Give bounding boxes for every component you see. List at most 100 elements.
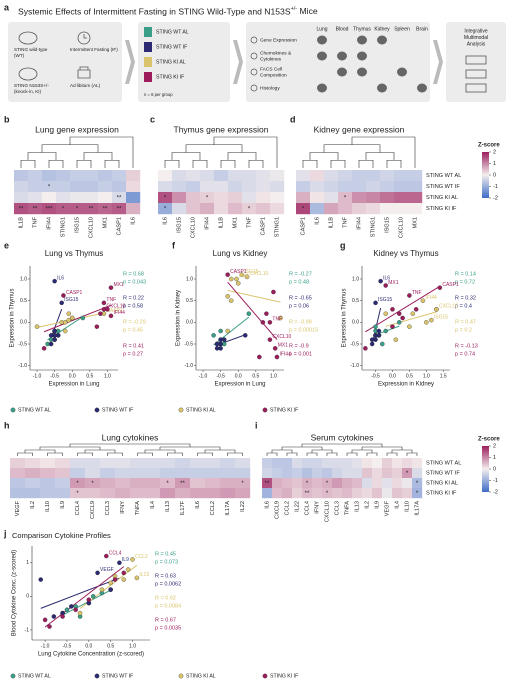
colorbar-tick-label: -1 — [493, 184, 498, 190]
heatmap-cell — [332, 458, 343, 469]
panel-title: Kidney vs Thymus — [373, 249, 438, 258]
heatmap-cell — [85, 458, 101, 469]
stat-label: R = 0.41 — [123, 343, 144, 349]
panel-label: a — [4, 2, 10, 12]
row-label: STING WT AL — [426, 173, 461, 179]
heatmap-cell — [380, 181, 395, 193]
column-label: TNFA — [344, 501, 350, 516]
model-label: Intermittent Fasting (IF) — [70, 47, 118, 52]
point — [437, 285, 443, 290]
point — [376, 328, 382, 334]
x-tick-label: 1.0 — [104, 373, 111, 379]
dendrogram — [164, 159, 180, 168]
panel-label: i — [255, 420, 258, 430]
y-tick-label: 1.0 — [20, 276, 27, 282]
heatmap-cell — [42, 181, 57, 193]
point — [434, 307, 439, 312]
heatmap-cell — [214, 203, 229, 215]
point — [235, 281, 241, 286]
heatmap-cell — [98, 192, 113, 204]
column-label: IFI44 — [204, 217, 210, 230]
point — [125, 567, 131, 572]
heatmap-cell — [242, 170, 257, 182]
y-tick-label: 0.0 — [186, 320, 193, 326]
column-label: CASP1 — [300, 217, 306, 235]
column-label: TNF — [246, 216, 252, 227]
heatmap-cell — [200, 170, 215, 182]
x-axis-label: Lung Cytokine Concentration (z-scored) — [38, 652, 144, 658]
legend-marker — [94, 673, 100, 679]
heatmap-cell — [98, 170, 113, 182]
point-label: CCL2 — [135, 554, 148, 560]
heatmap-cell — [175, 478, 191, 489]
heatmap-cell — [28, 170, 43, 182]
dendrogram — [159, 446, 221, 450]
column-label: IL6 — [162, 217, 168, 225]
point — [86, 597, 92, 602]
dendrogram — [76, 159, 92, 168]
colorbar-title: Z-score — [478, 143, 500, 149]
heatmap-cell — [412, 468, 423, 479]
fit-line — [365, 285, 441, 333]
significance: * — [344, 196, 347, 202]
point — [73, 607, 78, 613]
group-label: STING WT IF — [156, 44, 187, 50]
heatmap-cell — [312, 458, 323, 469]
point — [257, 354, 262, 360]
heatmap-cell — [366, 192, 381, 204]
panel-title: Lung gene expression — [35, 124, 119, 134]
column-label: CCL2 — [284, 501, 290, 515]
heatmap-cell — [382, 458, 393, 469]
heatmap-cell — [70, 192, 85, 204]
heatmap-cell — [402, 478, 413, 489]
y-tick-label: 1.0 — [352, 276, 359, 282]
heatmap-cell — [220, 488, 236, 499]
point — [407, 293, 412, 298]
heatmap-cell — [98, 181, 113, 193]
fit-line — [44, 566, 125, 628]
heatmap-cell — [14, 203, 29, 215]
dendrogram — [185, 144, 243, 153]
heatmap-cell — [130, 488, 146, 499]
heatmap-cell — [112, 192, 127, 204]
heatmap-cell — [55, 468, 71, 479]
point — [59, 300, 64, 306]
colorbar-title: Z-score — [478, 437, 500, 443]
tissue-icon — [317, 51, 327, 61]
heatmap-cell — [172, 170, 187, 182]
point — [95, 570, 100, 576]
significance: * — [164, 207, 167, 213]
heatmap-cell — [200, 181, 215, 193]
point-label: IL13 — [139, 572, 149, 578]
x-tick-label: -1.0 — [199, 373, 208, 379]
point-label: TNF — [106, 297, 116, 303]
heatmap-cell — [220, 458, 236, 469]
column-label: IL6 — [195, 501, 201, 509]
heatmap-cell — [352, 203, 367, 215]
point — [108, 587, 113, 592]
column-label: IL13 — [165, 501, 171, 512]
heatmap-cell — [352, 170, 367, 182]
column-label: ISG15 — [74, 217, 80, 233]
heatmap-cell — [130, 468, 146, 479]
heatmap-cell — [310, 203, 325, 215]
point-label: IFI44 — [113, 310, 125, 316]
point — [108, 313, 114, 319]
heatmap-cell — [408, 203, 423, 215]
heatmap-cell — [214, 181, 229, 193]
point — [94, 324, 100, 329]
assay-label: Cytokines — [260, 56, 282, 62]
heatmap-cell — [28, 203, 43, 215]
dendrogram — [227, 452, 243, 456]
column-label: CASP1 — [116, 217, 122, 235]
panel-title: Serum cytokines — [311, 432, 374, 442]
legend-label: STING KI AL — [186, 673, 216, 679]
heatmap-cell — [270, 181, 285, 193]
point — [267, 320, 273, 325]
heatmap-cell — [402, 458, 413, 469]
significance: * — [164, 196, 167, 202]
significance: * — [306, 481, 309, 487]
heatmap-cell — [70, 468, 86, 479]
point — [228, 298, 234, 303]
